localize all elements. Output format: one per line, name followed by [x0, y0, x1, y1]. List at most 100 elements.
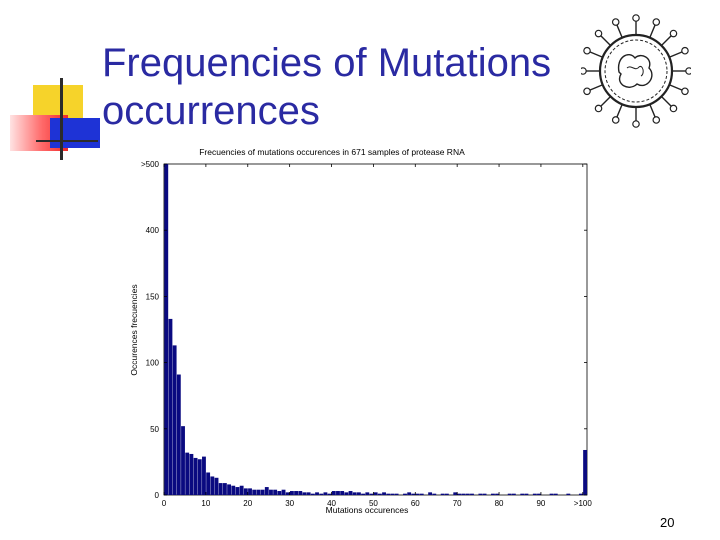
virus-spike-tip	[594, 29, 603, 38]
virus-spike-tip	[652, 116, 661, 124]
virus-core	[617, 54, 653, 88]
histogram-bar	[583, 449, 587, 495]
x-tick-label: 20	[243, 499, 252, 508]
y-axis-label: Occurences frecuencies	[129, 284, 139, 375]
histogram-bar	[390, 493, 395, 495]
histogram-bar	[264, 487, 269, 495]
histogram-bar	[491, 493, 495, 495]
x-tick-label: 70	[453, 499, 462, 508]
decor-blue-square	[50, 118, 100, 148]
histogram-bar	[495, 493, 500, 495]
x-tick-label: 40	[327, 499, 336, 508]
histogram-bar	[336, 491, 340, 495]
y-tick-label: 150	[146, 292, 160, 301]
virus-spike-tip	[685, 67, 691, 75]
histogram-bar	[315, 492, 319, 495]
virus-spike-tip	[652, 18, 661, 26]
virus-spike	[668, 51, 683, 58]
histogram-bar	[532, 493, 537, 495]
histogram-bar	[172, 345, 177, 495]
histogram-bar	[432, 493, 437, 495]
histogram-bar	[202, 456, 206, 495]
histogram-bar	[168, 318, 173, 495]
histogram-bar	[302, 492, 307, 495]
histogram-bar	[365, 492, 370, 495]
x-axis-label: Mutations occurences	[326, 505, 409, 515]
slide-title-line-2: occurrences	[102, 89, 320, 133]
histogram-chart: Frecuencies of mutations occurences in 6…	[129, 147, 593, 515]
virus-spike	[649, 103, 656, 118]
histogram-bar	[181, 426, 185, 495]
virus-outer-ring	[598, 33, 674, 109]
histogram-bar	[319, 493, 324, 495]
histogram-bar	[277, 491, 282, 495]
histogram-bar	[566, 493, 571, 495]
x-tick-label: 0	[162, 499, 167, 508]
histogram-bar	[465, 493, 470, 495]
histogram-bar	[344, 492, 349, 495]
histogram-bar	[537, 493, 541, 495]
histogram-bar	[457, 493, 462, 495]
histogram-bar	[440, 493, 445, 495]
x-tick-label: 50	[369, 499, 378, 508]
histogram-bar	[214, 477, 219, 495]
virus-spike	[589, 51, 604, 58]
x-tick-label: 60	[411, 499, 420, 508]
virus-spike-tip	[611, 116, 620, 124]
histogram-bar	[419, 493, 424, 495]
histogram-bar	[269, 489, 273, 495]
virus-spike	[616, 103, 623, 118]
virus-spike-tip	[594, 104, 603, 113]
histogram-bar	[428, 492, 433, 495]
x-tick-label: 90	[536, 499, 545, 508]
histogram-bar	[340, 491, 345, 495]
histogram-bar	[331, 491, 336, 495]
histogram-bar	[386, 493, 391, 495]
histogram-bar	[356, 492, 361, 495]
histogram-bar	[369, 493, 374, 495]
histogram-bar	[231, 485, 236, 495]
histogram-bar	[306, 492, 311, 495]
histogram-bar	[289, 491, 294, 495]
virus-spike	[589, 84, 604, 91]
histogram-bar	[361, 493, 366, 495]
histogram-bar	[310, 493, 315, 495]
histogram-bar	[553, 493, 558, 495]
histogram-bar	[248, 488, 252, 495]
histogram-bar	[382, 492, 386, 495]
virus-rna	[626, 65, 644, 77]
virus-spike	[616, 24, 623, 39]
histogram-bar	[352, 492, 357, 495]
plot-frame	[163, 163, 588, 496]
x-tick-label: 30	[285, 499, 294, 508]
chart-title: Frecuencies of mutations occurences in 6…	[199, 147, 465, 157]
page-number: 20	[660, 515, 675, 530]
histogram-bar	[252, 489, 257, 495]
virus-inner-ring	[604, 39, 668, 103]
virus-spike	[660, 35, 672, 47]
histogram-bar	[298, 491, 303, 495]
y-tick-label: 0	[155, 491, 160, 500]
histogram-bar	[411, 493, 416, 495]
histogram-bar	[348, 491, 353, 495]
histogram-bar	[524, 493, 529, 495]
histogram-bar	[176, 374, 181, 495]
virus-spike-tip	[669, 104, 678, 113]
decor-horizontal-line	[36, 140, 98, 142]
histogram-bar	[520, 493, 525, 495]
histogram-bar	[461, 493, 466, 495]
histogram-bar	[294, 491, 299, 495]
virus-spike	[668, 84, 683, 91]
y-tick-label: >500	[141, 160, 160, 169]
virus-spike-tip	[669, 29, 678, 38]
histogram-bar	[206, 472, 211, 495]
y-tick-label: 400	[146, 226, 160, 235]
histogram-bar	[482, 493, 487, 495]
histogram-bar	[197, 459, 202, 495]
virus-spike-tip	[581, 67, 587, 75]
histogram-bar	[281, 489, 286, 495]
x-tick-label: >100	[574, 499, 593, 508]
histogram-bar	[578, 493, 583, 495]
decor-vertical-line	[60, 78, 63, 160]
histogram-bar	[189, 453, 194, 495]
